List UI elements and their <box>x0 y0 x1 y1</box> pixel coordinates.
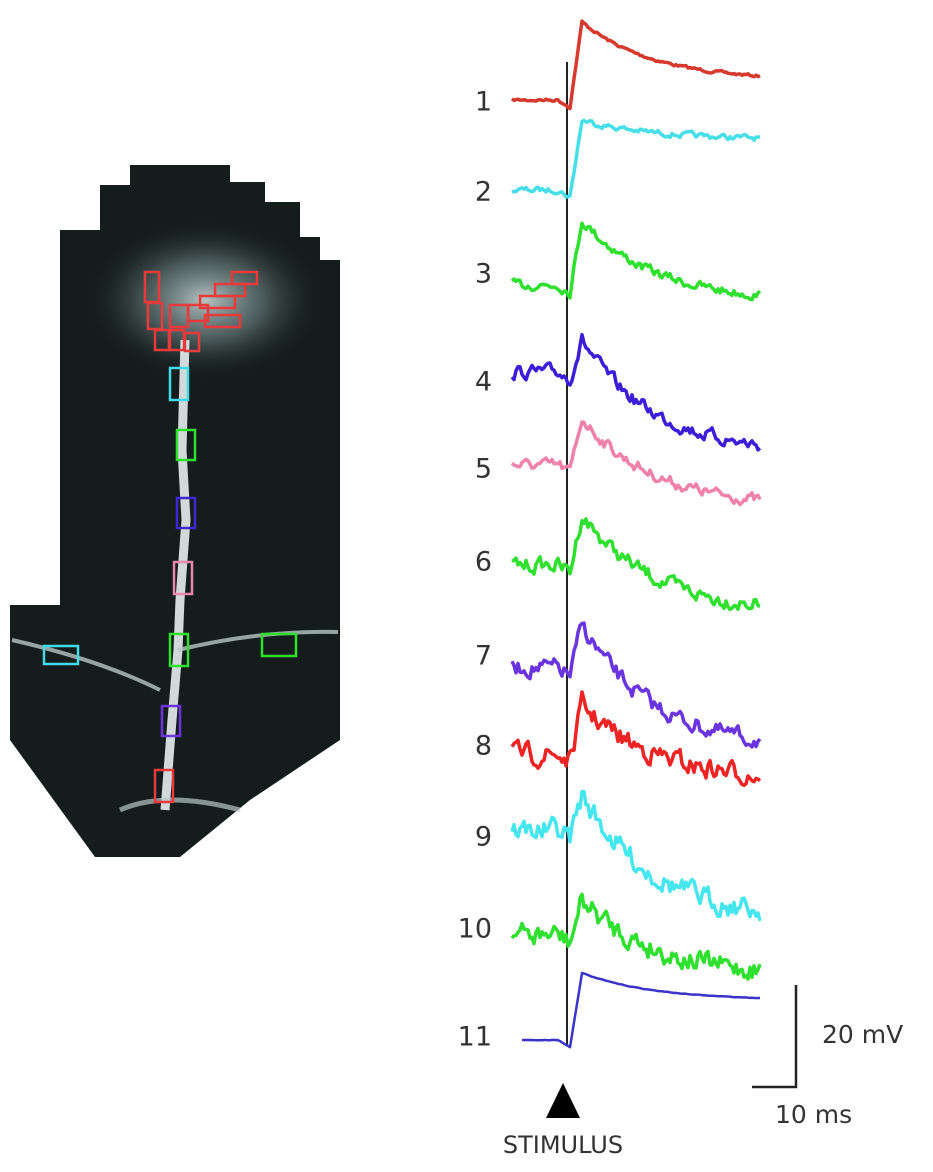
trace-label: 9 <box>475 822 492 853</box>
trace <box>512 692 760 785</box>
trace-label: 7 <box>475 641 492 672</box>
stimulus-arrow <box>546 1083 580 1118</box>
trace-label: 8 <box>475 731 492 762</box>
figure: 1 2 3 4 5 6 7 8 9 10 11 STIMULUS 20 mV 10 ms <box>0 0 933 1168</box>
trace <box>522 973 760 1047</box>
trace-label: 5 <box>475 454 492 485</box>
trace-label: 2 <box>475 177 492 208</box>
stimulus-label: STIMULUS <box>503 1131 623 1159</box>
trace-label: 3 <box>475 259 492 290</box>
trace <box>512 223 760 300</box>
trace <box>512 623 760 747</box>
trace <box>512 792 760 921</box>
trace-label: 11 <box>458 1022 492 1053</box>
scale-amplitude: 20 mV <box>822 1020 903 1049</box>
trace-label: 4 <box>475 367 492 398</box>
trace <box>512 519 760 610</box>
trace <box>512 120 760 197</box>
trace <box>512 422 760 505</box>
trace-label: 1 <box>475 87 492 118</box>
trace <box>512 21 760 109</box>
soma-glow <box>85 220 325 380</box>
trace-label: 6 <box>475 547 492 578</box>
scale-duration: 10 ms <box>775 1100 852 1129</box>
scale-bar <box>752 985 796 1087</box>
neuron-image <box>10 165 340 857</box>
trace-label: 10 <box>458 914 492 945</box>
traces: 1 2 3 4 5 6 7 8 9 10 11 <box>458 21 760 1052</box>
trace <box>512 335 760 450</box>
page: 1234567891011 STIMULUS 20 mV 10 ms (() =… <box>0 0 933 1172</box>
